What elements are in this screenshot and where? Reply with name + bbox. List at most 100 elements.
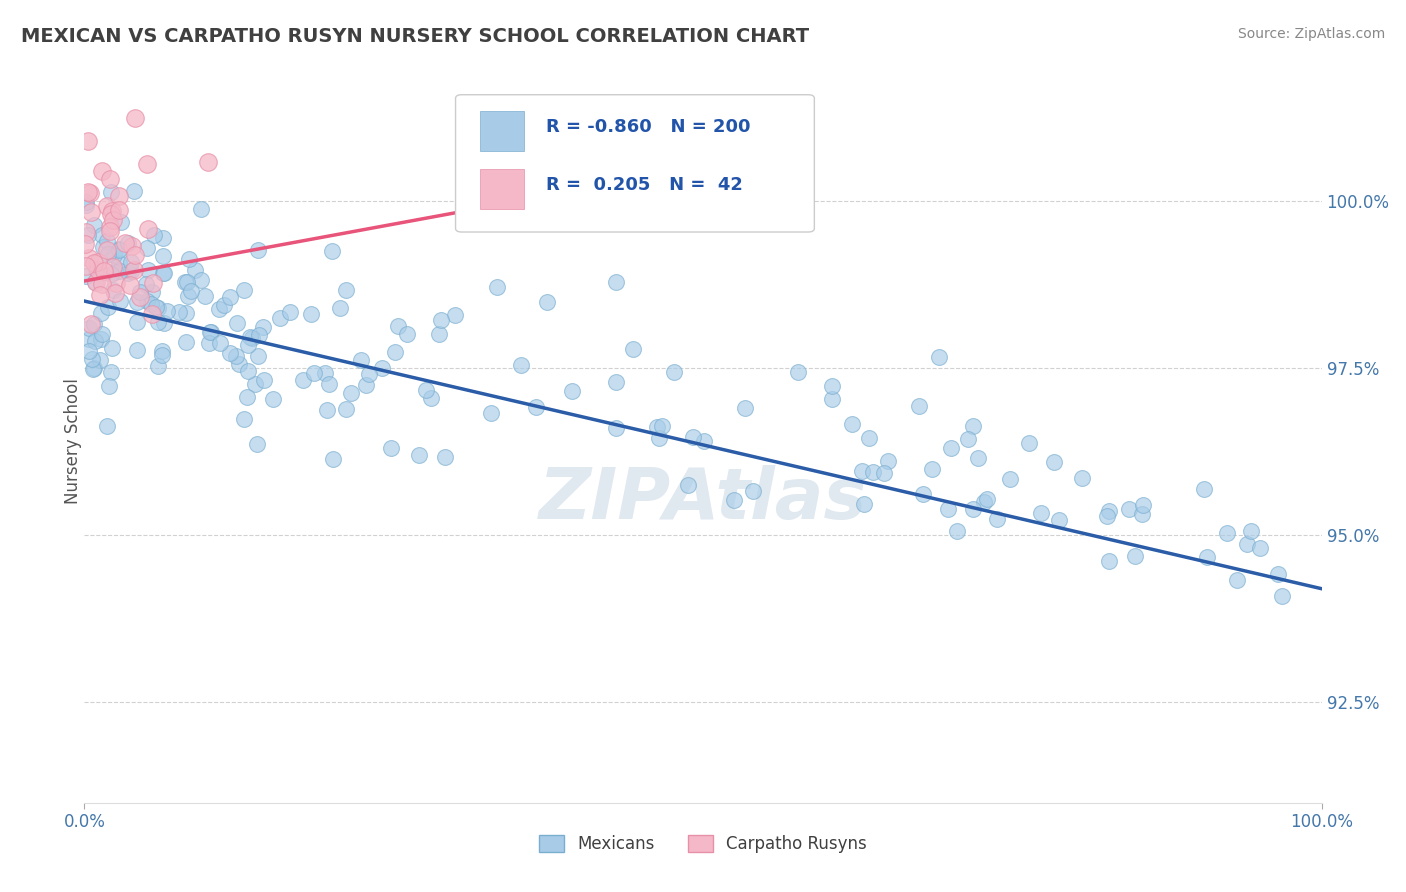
Point (167, 305, 190, 319)
Point (122, 185, 145, 199)
Point (340, 385, 363, 400)
Point (75, 259, 97, 273)
Point (98, 172, 121, 186)
Point (396, 326, 419, 341)
Point (956, 432, 979, 446)
Point (80, 317, 103, 331)
Point (152, 249, 174, 263)
Point (90, 306, 112, 320)
Point (820, 392, 842, 406)
Point (108, 203, 131, 218)
Point (197, 154, 219, 169)
Point (536, 295, 558, 310)
Point (302, 366, 325, 380)
Point (335, 401, 357, 416)
Point (82, 351, 104, 366)
Point (240, 331, 263, 345)
Point (236, 338, 259, 352)
Point (1018, 436, 1040, 450)
Point (962, 501, 984, 516)
Point (321, 244, 343, 258)
Point (124, 248, 146, 262)
Point (127, 315, 149, 329)
Point (184, 262, 207, 277)
Point (1216, 525, 1239, 540)
Point (84, 334, 107, 348)
Point (83, 317, 105, 331)
Point (108, 256, 131, 270)
Point (96, 243, 118, 257)
Point (83, 219, 105, 233)
Point (928, 351, 950, 365)
Point (380, 441, 402, 455)
Point (89, 352, 111, 367)
Point (117, 235, 139, 250)
Point (356, 378, 378, 392)
Point (129, 285, 152, 300)
Point (117, 267, 139, 281)
Text: Source: ZipAtlas.com: Source: ZipAtlas.com (1237, 27, 1385, 41)
Point (682, 429, 704, 443)
Point (75, 237, 97, 252)
Point (190, 273, 212, 287)
Point (252, 319, 274, 334)
Point (662, 365, 685, 379)
Point (176, 275, 198, 289)
Point (75, 194, 97, 209)
Point (148, 359, 170, 373)
Point (190, 202, 212, 216)
Point (91, 228, 114, 243)
Point (179, 252, 201, 267)
Point (676, 477, 699, 491)
Point (96, 418, 118, 433)
Point (80, 205, 103, 219)
Point (873, 466, 896, 480)
Point (89, 288, 111, 302)
Point (966, 451, 988, 466)
Point (214, 298, 236, 312)
Point (107, 242, 129, 256)
Point (174, 306, 197, 320)
Point (318, 377, 340, 392)
Point (110, 294, 132, 309)
Point (136, 241, 159, 255)
Point (1118, 502, 1140, 516)
Point (77, 343, 100, 358)
Point (146, 301, 169, 316)
Point (218, 290, 240, 304)
Point (1249, 541, 1271, 556)
Point (177, 289, 200, 303)
Point (138, 221, 160, 235)
Point (90, 332, 112, 346)
Point (561, 384, 583, 398)
Point (142, 276, 165, 290)
Point (152, 266, 174, 280)
Point (100, 207, 122, 221)
Legend: Mexicans, Carpatho Rusyns: Mexicans, Carpatho Rusyns (533, 828, 873, 860)
Point (787, 366, 810, 380)
Point (1123, 549, 1146, 563)
Point (124, 262, 146, 277)
Point (998, 471, 1021, 485)
Point (104, 286, 127, 301)
Point (152, 231, 174, 245)
Point (156, 304, 179, 318)
Point (236, 364, 259, 378)
Point (510, 358, 533, 372)
Y-axis label: Nursery School: Nursery School (65, 378, 82, 505)
Point (100, 267, 122, 281)
Point (973, 495, 995, 509)
Point (180, 284, 202, 298)
Point (84, 263, 107, 277)
Point (141, 285, 163, 299)
Point (335, 284, 357, 298)
Point (120, 264, 142, 278)
Point (79, 321, 101, 335)
Point (77, 185, 100, 199)
Point (853, 497, 876, 511)
FancyBboxPatch shape (481, 111, 523, 151)
Point (198, 335, 221, 350)
Point (225, 349, 247, 363)
Point (98, 224, 121, 238)
Point (135, 277, 157, 292)
